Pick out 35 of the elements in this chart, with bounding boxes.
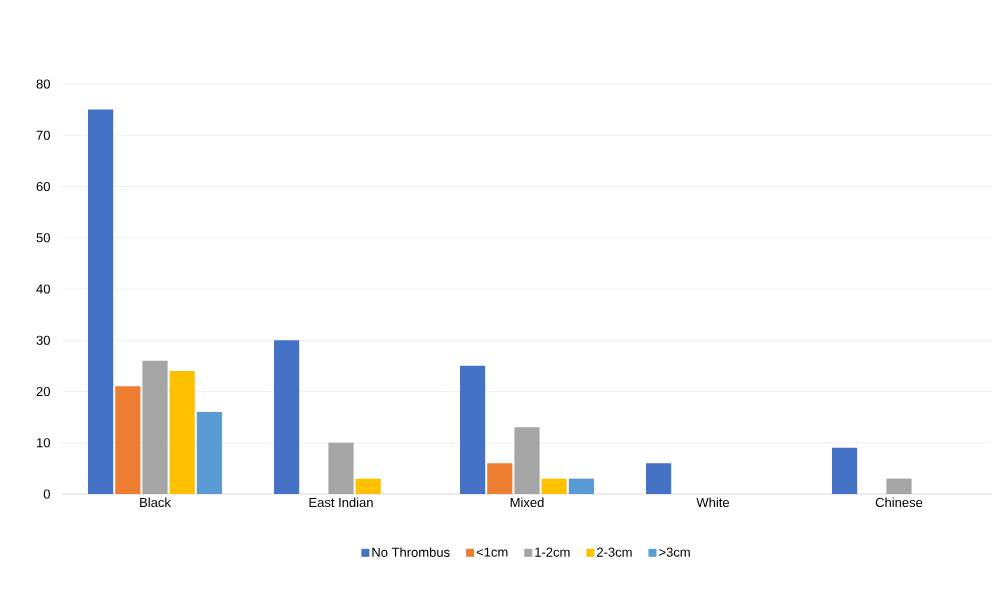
- bar: [169, 370, 195, 494]
- legend-label: No Thrombus: [372, 547, 450, 557]
- x-tick-label: East Indian: [309, 497, 373, 508]
- legend-label: <1cm: [476, 547, 508, 557]
- bar: [541, 478, 567, 494]
- legend-label: 1-2cm: [535, 547, 570, 557]
- bar: [88, 109, 114, 494]
- y-tick-label: 80: [36, 79, 50, 89]
- bar: [355, 478, 381, 494]
- bar: [487, 463, 513, 494]
- x-tick-label: Chinese: [875, 497, 923, 508]
- bar: [274, 340, 300, 494]
- x-tick-label: Black: [140, 497, 171, 508]
- y-tick-label: 40: [36, 284, 50, 294]
- y-tick-label: 0: [43, 489, 50, 499]
- bar: [115, 386, 141, 494]
- bar: [831, 447, 858, 494]
- bar: [514, 427, 540, 494]
- y-tick-label: 60: [36, 181, 50, 192]
- bar: [328, 442, 354, 494]
- legend-label: 2-3cm: [597, 547, 632, 557]
- y-tick-label: 70: [36, 130, 50, 140]
- bar: [568, 478, 594, 494]
- y-tick-label: 30: [36, 335, 50, 345]
- bar: [196, 411, 223, 494]
- y-tick-label: 50: [36, 233, 50, 243]
- bar: [142, 360, 168, 494]
- legend-label: >3cm: [659, 547, 690, 557]
- bar: [460, 365, 486, 494]
- y-tick-label: 20: [36, 386, 50, 397]
- x-tick-label: White: [696, 497, 730, 508]
- bar: [886, 478, 912, 494]
- bar: [646, 463, 672, 494]
- x-tick-label: Mixed: [510, 497, 544, 508]
- y-tick-label: 10: [37, 438, 50, 448]
